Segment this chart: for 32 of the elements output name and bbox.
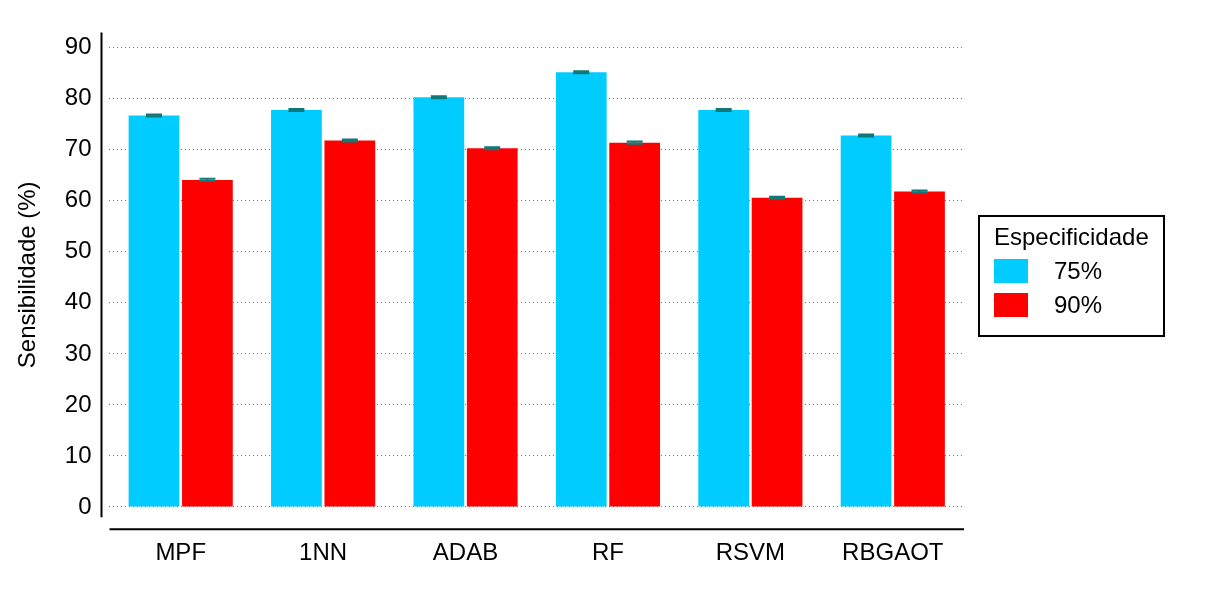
- y-tick-label: 60: [64, 185, 92, 213]
- bar: [466, 148, 518, 507]
- bar: [271, 109, 322, 507]
- y-tick-label: 0: [78, 491, 92, 519]
- bar: [609, 142, 661, 507]
- y-tick-label: 10: [64, 440, 92, 468]
- y-tick-label: 30: [64, 338, 92, 366]
- bar: [894, 191, 945, 507]
- y-tick-label: 20: [64, 389, 92, 417]
- y-tick-label: 40: [64, 287, 92, 315]
- bar: [128, 115, 180, 507]
- x-tick-label: 1NN: [299, 538, 348, 566]
- bar: [324, 140, 376, 507]
- x-tick-label: ADAB: [432, 538, 499, 566]
- x-tick-label: RF: [591, 538, 624, 566]
- legend-label: 75%: [1054, 257, 1103, 285]
- x-tick-label: RSVM: [715, 538, 786, 566]
- bar: [698, 109, 750, 507]
- y-tick-label: 70: [64, 134, 92, 162]
- x-tick-label: MPF: [155, 538, 207, 566]
- bar: [751, 197, 803, 507]
- bar: [182, 179, 233, 507]
- y-axis-title: Sensibilidade (%): [13, 181, 41, 369]
- legend-title: Especificidade: [994, 223, 1149, 251]
- y-tick-label: 80: [64, 83, 92, 111]
- bar: [555, 72, 607, 507]
- bar: [413, 97, 465, 507]
- y-tick-label: 90: [64, 32, 92, 60]
- x-tick-label: RBGAOT: [842, 538, 944, 566]
- y-tick-label: 50: [64, 236, 92, 264]
- legend-label: 90%: [1054, 291, 1103, 319]
- bar: [840, 135, 892, 507]
